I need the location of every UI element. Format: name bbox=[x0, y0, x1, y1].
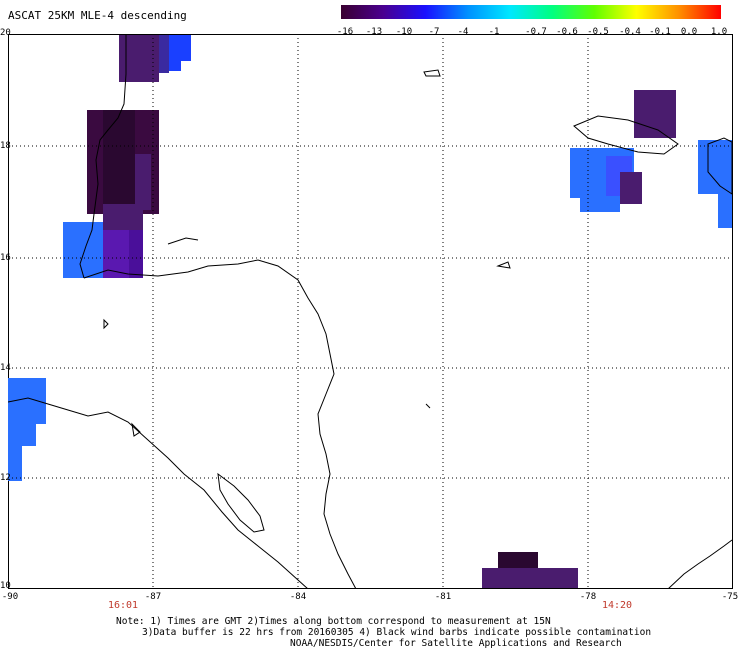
island bbox=[131, 422, 141, 437]
colorbar-tick-label: -7 bbox=[428, 27, 440, 37]
swath-cell bbox=[8, 446, 22, 481]
note-line-3: NOAA/NESDIS/Center for Satellite Applica… bbox=[290, 638, 622, 649]
lon-label: -87 bbox=[144, 592, 162, 602]
swath-cell bbox=[129, 230, 143, 278]
colorbar-tick-label: -13 bbox=[365, 27, 383, 37]
colorbar-tick-label: -0.5 bbox=[587, 27, 609, 37]
note-line-2: 3)Data buffer is 22 hrs from 20160305 4)… bbox=[142, 627, 652, 638]
swath-cell bbox=[169, 61, 181, 71]
island bbox=[103, 318, 109, 330]
lon-label: -78 bbox=[579, 592, 597, 602]
colorbar-tick-label: -0.7 bbox=[525, 27, 547, 37]
lat-label: 20 bbox=[0, 28, 11, 38]
map-title: ASCAT 25KM MLE-4 descending bbox=[8, 9, 187, 22]
swath-cell bbox=[103, 110, 135, 206]
island bbox=[423, 69, 441, 77]
coastline-hispaniola bbox=[707, 137, 733, 195]
colorbar-tick-label: -0.1 bbox=[649, 27, 671, 37]
colorbar-tick-label: -1 bbox=[488, 27, 500, 37]
swath-cell bbox=[482, 568, 578, 588]
coastline-cuba-jamaica bbox=[573, 115, 679, 155]
swath-cell bbox=[698, 140, 732, 194]
map-panel bbox=[8, 34, 733, 589]
swath-cell bbox=[634, 90, 676, 138]
wind-swaths bbox=[8, 35, 732, 588]
swath-cell bbox=[159, 35, 169, 73]
coastline-yucatan bbox=[79, 34, 127, 279]
graticule bbox=[8, 34, 733, 589]
lon-label: -75 bbox=[721, 592, 739, 602]
lat-label: 10 bbox=[0, 581, 11, 591]
swath-cell bbox=[580, 198, 620, 212]
swath-cell bbox=[620, 172, 642, 204]
colorbar bbox=[341, 5, 721, 19]
lon-label: -90 bbox=[1, 592, 19, 602]
colorbar-tick-label: -0.4 bbox=[619, 27, 641, 37]
colorbar-gradient bbox=[341, 5, 721, 19]
note-line-1: Note: 1) Times are GMT 2)Times along bot… bbox=[116, 616, 551, 627]
swath-cell bbox=[718, 194, 732, 228]
pass-time-label: 14:20 bbox=[601, 600, 633, 611]
colorbar-tick-label: -0.6 bbox=[556, 27, 578, 37]
swath-cell bbox=[498, 552, 538, 568]
lon-label: -81 bbox=[434, 592, 452, 602]
coastline-central-america bbox=[83, 259, 357, 589]
lat-label: 18 bbox=[0, 141, 11, 151]
coastline-south-america bbox=[667, 539, 733, 589]
colorbar-tick-label: -4 bbox=[457, 27, 469, 37]
swath-cell bbox=[63, 222, 103, 278]
swath-cell bbox=[8, 424, 36, 446]
swath-cell bbox=[135, 154, 151, 210]
island-lake bbox=[217, 472, 265, 533]
swath-cell bbox=[103, 204, 143, 230]
colorbar-tick-label: -16 bbox=[336, 27, 354, 37]
lat-label: 12 bbox=[0, 473, 11, 483]
island bbox=[425, 403, 431, 409]
colorbar-tick-label: 0.0 bbox=[680, 27, 698, 37]
colorbar-tick-label: 1.0 bbox=[710, 27, 728, 37]
coastline-pacific bbox=[8, 397, 309, 589]
island bbox=[167, 237, 199, 245]
lat-label: 16 bbox=[0, 253, 11, 263]
pass-time-label: 16:01 bbox=[107, 600, 139, 611]
coastlines bbox=[8, 34, 733, 589]
island bbox=[496, 261, 511, 269]
lon-label: -84 bbox=[289, 592, 307, 602]
swath-cell bbox=[169, 35, 191, 61]
lat-label: 14 bbox=[0, 363, 11, 373]
colorbar-tick-label: -10 bbox=[395, 27, 413, 37]
